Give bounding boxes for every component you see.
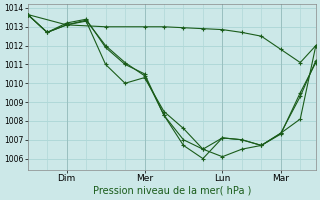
X-axis label: Pression niveau de la mer( hPa ): Pression niveau de la mer( hPa ) bbox=[92, 186, 251, 196]
